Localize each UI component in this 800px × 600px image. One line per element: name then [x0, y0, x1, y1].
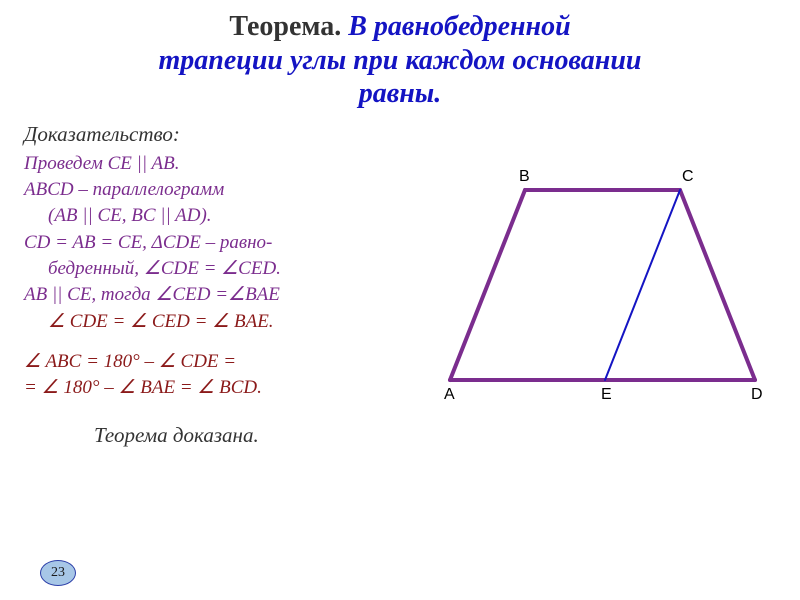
- theorem-text-line2: трапеции углы при каждом основании: [159, 45, 642, 76]
- proof-conclusion: Теорема доказана.: [24, 422, 776, 449]
- trapezoid-diagram: A B C D E: [430, 160, 770, 420]
- slide-number: 23: [51, 565, 65, 581]
- theorem-text-line1: В равнобедренной: [348, 11, 570, 42]
- proof-heading: Доказательство:: [24, 121, 776, 148]
- vertex-label-b: B: [519, 168, 530, 186]
- vertex-label-a: A: [444, 386, 455, 404]
- diagram-svg: [430, 160, 770, 420]
- slide-number-badge: 23: [40, 560, 76, 586]
- vertex-label-c: C: [682, 168, 694, 186]
- theorem-title: Теорема. В равнобедренной трапеции углы …: [0, 0, 800, 115]
- vertex-label-d: D: [751, 386, 763, 404]
- theorem-word: Теорема.: [229, 11, 341, 42]
- vertex-label-e: E: [601, 386, 612, 404]
- theorem-text-line3: равны.: [359, 78, 441, 109]
